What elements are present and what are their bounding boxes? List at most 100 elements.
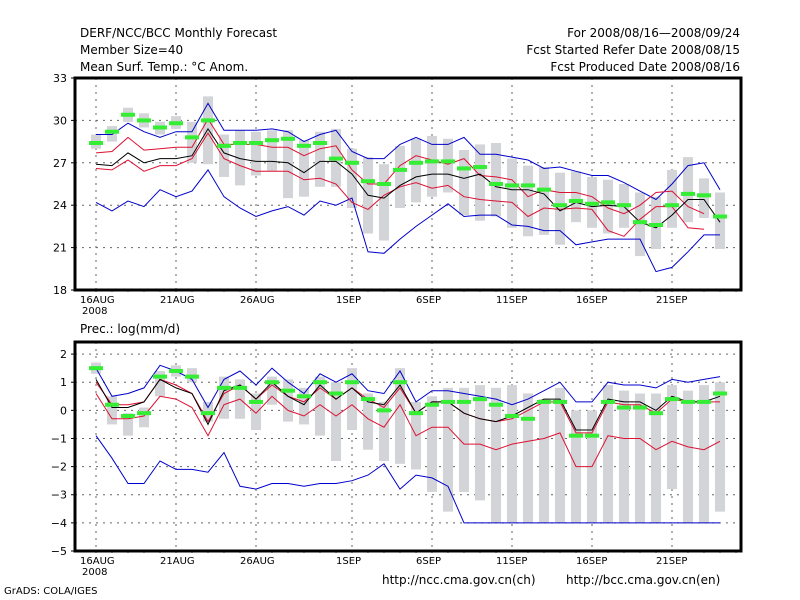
y-tick-label: −2 [51,461,67,474]
member-range-bar [667,385,677,490]
member-median-mark [249,399,263,404]
member-median-mark [297,143,311,148]
member-range-bar [619,390,629,523]
member-median-mark [601,399,615,404]
member-range-bar [571,171,581,223]
ncc-url[interactable]: http://ncc.cma.gov.cn(ch) [382,573,536,587]
temperature-chart: 18 21 24 27 30 33 16AUG 21AUG 26AUG 1SEP 6SEP 11SEP… [53,72,743,317]
x-year-label: 2008 [82,567,107,578]
member-median-mark [89,366,103,371]
member-median-mark [313,141,327,146]
member-median-mark [633,220,647,225]
member-range-bar [139,407,149,428]
bcc-url[interactable]: http://bcc.cma.gov.cn(en) [566,573,721,587]
x-tick-label: 16SEP [576,295,607,306]
member-median-mark [153,374,167,379]
member-median-mark [521,416,535,421]
member-median-mark [345,380,359,385]
member-median-mark [137,118,151,123]
member-median-mark [425,402,439,407]
member-range-bar [155,370,165,397]
member-range-bar [427,135,437,197]
member-median-mark [665,397,679,402]
member-median-mark [393,380,407,385]
member-median-mark [489,402,503,407]
x-tick-label: 11SEP [496,556,527,567]
x-tick-label: 16AUG [80,295,115,306]
x-tick-label: 6SEP [416,295,441,306]
member-median-mark [265,138,279,143]
series-upper-line [95,378,720,434]
member-range-bar [379,164,389,241]
member-range-bar [203,96,213,165]
series-min-line [95,435,720,524]
member-median-mark [377,182,391,186]
x-tick-label: 1SEP [336,295,361,306]
member-median-mark [713,214,727,219]
member-range-bar [107,126,117,142]
member-range-bar [299,140,309,197]
y-tick-label: −5 [51,545,67,558]
member-range-bar [123,413,133,436]
x-tick-label: 21SEP [656,556,687,567]
member-median-mark [505,413,519,418]
member-median-mark [185,374,199,379]
member-median-mark [713,391,727,396]
member-range-bar [283,130,293,199]
member-median-mark [281,136,295,141]
y-tick-label: −1 [51,432,67,445]
member-range-bar [395,145,405,209]
member-median-mark [105,129,119,134]
member-range-bar [411,138,421,203]
member-median-mark [409,411,423,416]
member-median-mark [265,380,279,385]
member-range-bar [539,399,549,523]
member-range-bar [347,368,357,431]
member-range-bar [107,396,117,425]
member-range-bar [331,382,341,461]
member-range-bar [603,179,613,234]
member-median-mark [633,405,647,410]
x-tick-label: 21SEP [656,295,687,306]
x-tick-label: 11SEP [496,295,527,306]
member-median-mark [441,399,455,404]
member-median-mark [585,433,599,438]
member-median-mark [169,368,183,373]
member-median-mark [361,179,375,184]
x-tick-label: 6SEP [416,556,441,567]
y-tick-label: 33 [53,72,67,85]
y-tick-label: 27 [53,157,67,170]
member-range-bar [507,385,517,523]
forecast-period: For 2008/08/16—2008/09/24 [567,26,740,40]
member-range-bar [651,196,661,250]
member-median-mark [217,385,231,390]
member-median-mark [89,141,103,146]
member-median-mark [409,160,423,165]
member-range-bar [395,368,405,464]
member-range-bar [667,169,677,228]
member-median-mark [233,141,247,146]
plot-frame [73,340,743,553]
member-median-mark [681,399,695,404]
variable-label: Mean Surf. Temp.: °C Anom. [80,60,249,74]
member-median-mark [473,397,487,402]
member-median-mark [649,222,663,227]
member-range-bar [315,376,325,436]
member-range-bar [459,387,469,492]
member-range-bar [507,158,517,228]
member-median-mark [649,411,663,416]
member-range-bar [219,376,229,419]
x-tick-label: 1SEP [336,556,361,567]
member-median-mark [681,191,695,196]
member-median-mark [617,203,631,208]
member-range-bar [315,131,325,187]
member-range-bar [491,387,501,523]
precip-label: Prec.: log(mm/d) [80,322,181,336]
member-range-bar [347,148,357,209]
member-median-mark [329,156,343,161]
member-median-mark [697,399,711,404]
member-median-mark [569,198,583,203]
y-tick-label: 21 [53,242,67,255]
member-median-mark [153,125,167,130]
member-range-bar [251,131,261,176]
